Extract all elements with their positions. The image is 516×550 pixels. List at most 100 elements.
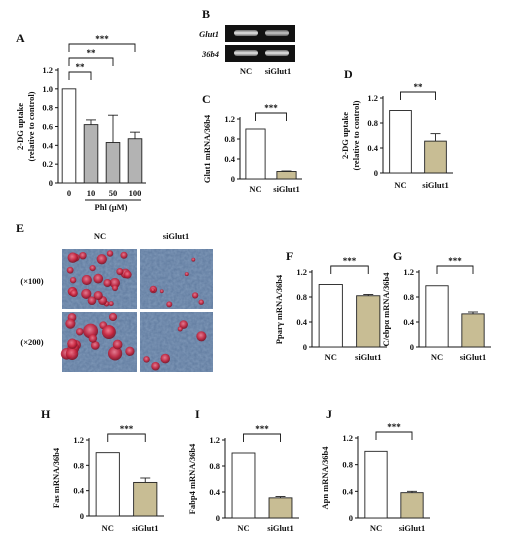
y-tick-label: 0 [410, 342, 414, 352]
y-tick-label: 1.2 [209, 435, 220, 445]
significance-label: *** [448, 256, 462, 266]
y-tick-label: 1.2 [224, 114, 235, 124]
panel-label-e: E [16, 221, 24, 235]
y-tick-label: 0.8 [73, 460, 84, 470]
y-tick-label: 0.2 [42, 159, 53, 169]
chart-h: H 0 0.4 0.8 1.2 Fas mRNA/36b4 NC siGlut1 *** [41, 407, 164, 533]
category-label: 50 [109, 188, 118, 198]
bar-g-1 [461, 313, 485, 348]
y-tick-label: 0 [303, 342, 307, 352]
category-label: NC [237, 523, 249, 533]
y-tick-label: 1.2 [42, 65, 53, 75]
gel-lane-label-si: siGlut1 [265, 66, 291, 76]
significance-label: *** [387, 422, 401, 432]
bar-d-0 [389, 110, 412, 174]
chart-j: J 0 0.4 0.8 1.2 Apn mRNA/36b4 NC siGlut1 *** [320, 407, 430, 533]
significance-label: ** [87, 48, 97, 58]
micrograph-nc-200 [60, 312, 137, 372]
panel-label-i: I [195, 407, 200, 421]
significance-bracket [375, 431, 413, 440]
gel-row-label-glut1: Glut1 [199, 29, 219, 39]
y-tick-label: 0 [231, 174, 235, 184]
y-tick-label: 0 [80, 511, 84, 521]
micro-col-label-nc: NC [94, 231, 106, 241]
y-tick-label: 0.4 [73, 486, 84, 496]
y-axis-label: Fabp4 mRNA/36b4 [187, 443, 197, 514]
category-label: NC [325, 352, 337, 362]
bar-h-0 [95, 452, 120, 517]
panel-label-j: J [326, 407, 332, 421]
bar-a-0 [61, 88, 77, 184]
category-label: siGlut1 [422, 180, 448, 190]
significance-bracket [68, 43, 136, 52]
panel-label-b: B [202, 7, 210, 21]
panel-label-f: F [286, 249, 293, 263]
category-label: NC [102, 523, 114, 533]
significance-label: *** [343, 256, 357, 266]
y-axis-label: Fas mRNA/36b4 [51, 447, 61, 508]
category-label: NC [394, 180, 406, 190]
panel-label-h: H [41, 407, 51, 421]
significance-label: ** [414, 82, 424, 92]
y-tick-label: 0.4 [403, 317, 414, 327]
y-tick-label: 0.8 [403, 292, 414, 302]
bar-j-1 [400, 492, 424, 519]
y-axis-label: 2-DG uptake [340, 112, 350, 159]
gel-band-glut1-si [265, 30, 289, 36]
chart-f: F 0 0.4 0.8 1.2 Pparγ mRNA/36b4 NC siGlut1 *** [274, 249, 387, 362]
micro-col-label-si: siGlut1 [163, 231, 189, 241]
bar-g-0 [425, 285, 449, 348]
bar-i-1 [268, 497, 293, 519]
y-tick-label: 0.8 [296, 292, 307, 302]
y-tick-label: 1.2 [296, 267, 307, 277]
significance-bracket [68, 71, 92, 80]
chart-i: I 0 0.4 0.8 1.2 Fabp4 mRNA/36b4 NC siGlut1 *** [187, 407, 299, 533]
category-label: siGlut1 [355, 352, 381, 362]
gel-row-glut1-strip [225, 25, 295, 42]
significance-bracket [68, 57, 114, 66]
category-label: siGlut1 [273, 184, 299, 194]
bar-f-1 [356, 295, 381, 348]
y-axis-label: (relative to control) [351, 100, 361, 170]
micrograph-si-100 [140, 249, 213, 309]
bar-f-0 [318, 284, 343, 348]
chart-d: D 0 0.4 0.8 1.2 2-DG uptake (relative to contr… [340, 67, 453, 190]
significance-bracket [255, 112, 287, 121]
category-label: 100 [129, 188, 142, 198]
bar-h-1 [133, 481, 158, 517]
gel-row-36b4-strip [225, 45, 295, 62]
panel-label-g: G [393, 249, 402, 263]
significance-label: *** [120, 424, 134, 434]
y-tick-label: 1.2 [367, 93, 378, 103]
gel-band-glut1-nc [234, 30, 258, 36]
y-tick-label: 1.0 [42, 84, 53, 94]
category-label: siGlut1 [132, 523, 158, 533]
y-tick-label: 0.4 [224, 154, 235, 164]
y-axis-label: Apn mRNA/36b4 [320, 446, 330, 510]
significance-bracket [107, 433, 146, 442]
bar-a-1 [83, 124, 99, 184]
bar-j-0 [364, 450, 388, 519]
y-tick-label: 0 [216, 513, 220, 523]
gel-row-label-36b4: 36b4 [201, 49, 219, 59]
chart-c: C 0 0.4 0.8 1.2 Glut1 mRNA/36b4 NC siGlut1 *** [202, 92, 302, 194]
y-tick-label: 0.8 [209, 461, 220, 471]
category-label: NC [431, 352, 443, 362]
y-tick-label: 0.4 [296, 317, 307, 327]
significance-bracket [330, 265, 369, 274]
gel-band-36b4-si [265, 50, 289, 56]
y-tick-label: 0 [374, 168, 378, 178]
y-tick-label: 0.8 [224, 134, 235, 144]
micrograph-panel-e: E NC siGlut1 (×100) (×200) [16, 221, 213, 372]
y-tick-label: 0 [49, 178, 53, 188]
panel-label-a: A [16, 31, 25, 45]
y-tick-label: 0 [349, 513, 353, 523]
significance-bracket [400, 91, 436, 100]
y-tick-label: 0.4 [342, 486, 353, 496]
bar-i-0 [231, 452, 256, 519]
y-tick-label: 0.8 [367, 118, 378, 128]
significance-bracket [243, 433, 281, 442]
panel-label-c: C [202, 92, 211, 106]
bar-d-1 [424, 140, 447, 174]
